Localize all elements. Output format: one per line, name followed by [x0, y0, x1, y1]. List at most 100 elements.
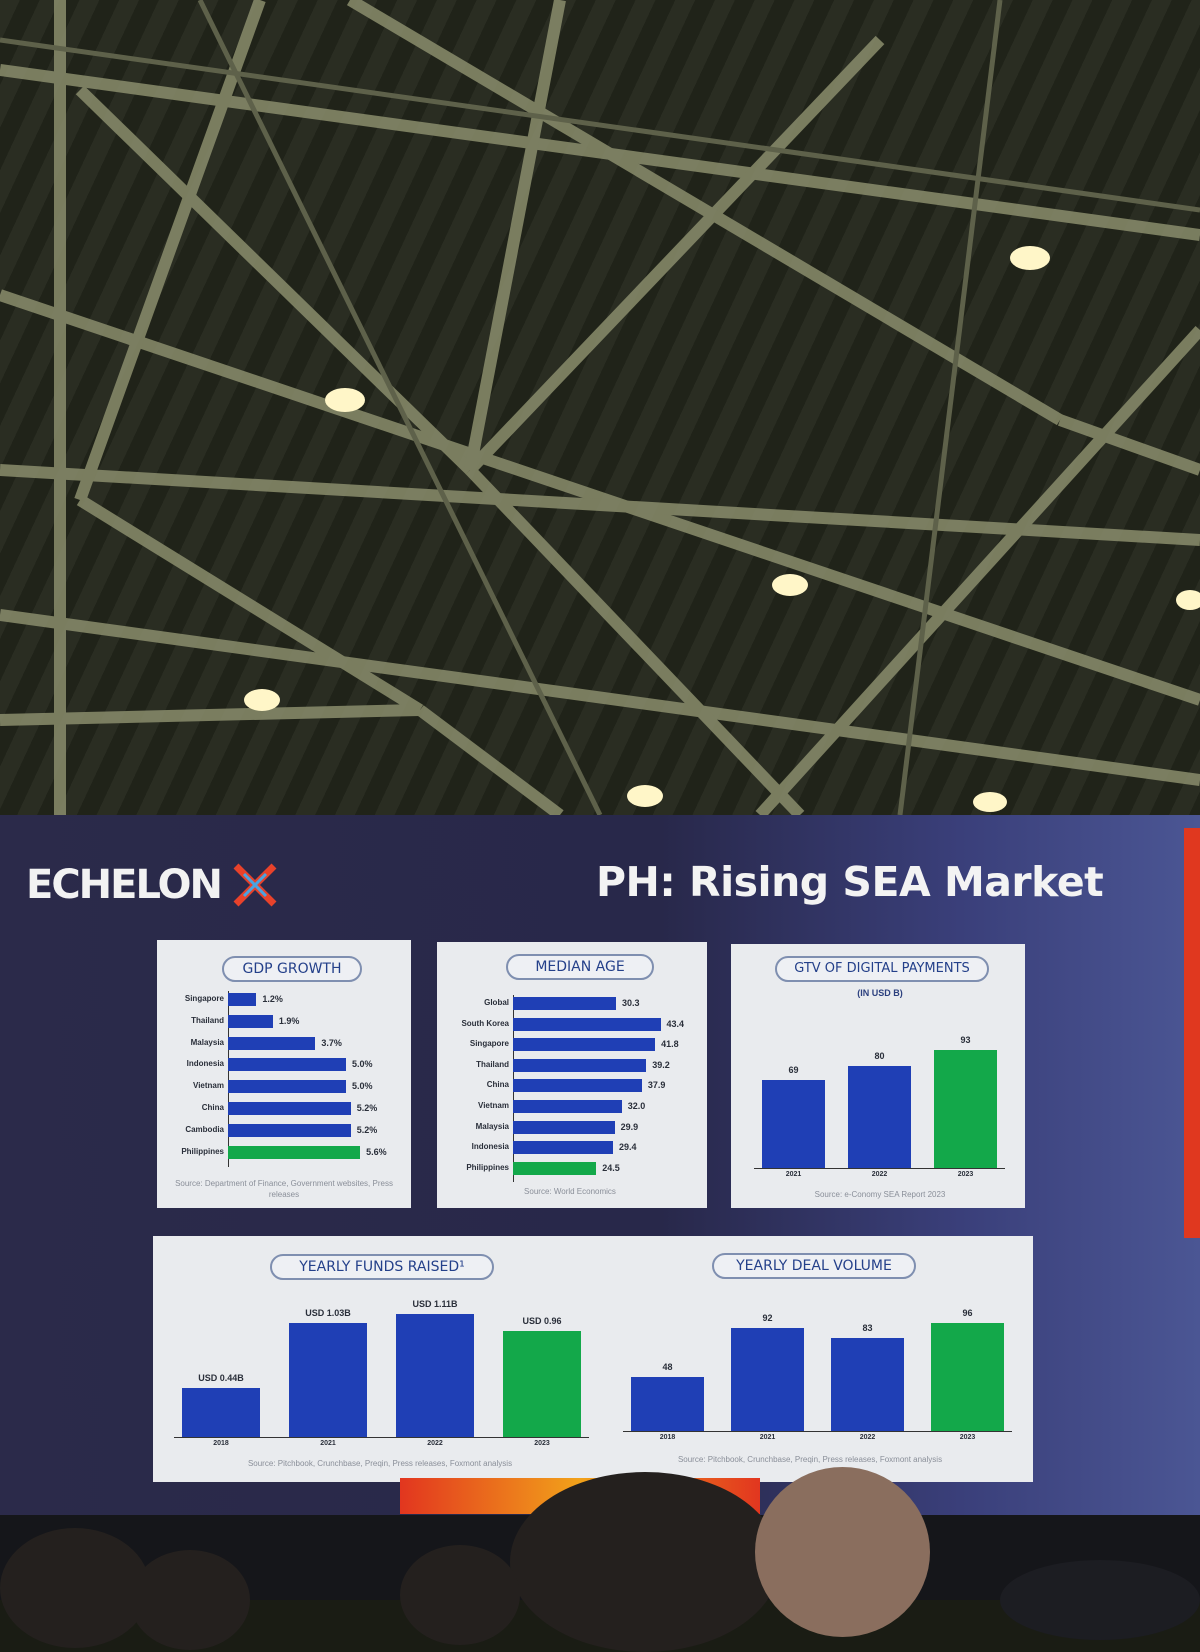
funds-raised-source: Source: Pitchbook, Crunchbase, Preqin, P…: [247, 1459, 513, 1468]
bar: [513, 1038, 656, 1052]
category-label: 2022: [871, 1171, 888, 1178]
funds-raised-title: YEARLY FUNDS RAISED¹: [270, 1254, 494, 1280]
audience-head: [0, 1528, 150, 1648]
category-label: 2021: [759, 1434, 776, 1441]
bar: [396, 1314, 474, 1437]
bar: [228, 1123, 351, 1137]
value-label: 1.2%: [262, 994, 283, 1004]
value-label: 39.2: [652, 1059, 670, 1070]
category-label: 2023: [959, 1434, 976, 1441]
bar: [182, 1388, 260, 1437]
ceiling-background: [0, 0, 1200, 815]
value-label: USD 1.03B: [305, 1307, 351, 1318]
category-label: South Korea: [461, 1018, 509, 1028]
category-label: 2018: [659, 1434, 676, 1441]
digital-payments-title: GTV OF DIGITAL PAYMENTS: [775, 956, 989, 982]
value-label: 93: [960, 1035, 971, 1045]
bar: [513, 1100, 622, 1113]
bar: [289, 1322, 367, 1437]
bar: [513, 1161, 597, 1175]
gdp-growth-source: Source: Department of Finance, Governmen…: [175, 1179, 393, 1199]
bar: [503, 1330, 581, 1437]
bar: [228, 993, 257, 1006]
value-label: 83: [862, 1322, 873, 1333]
value-label: 5.2%: [356, 1124, 378, 1135]
bar: [228, 1058, 346, 1072]
bar: [513, 1079, 642, 1093]
category-label: 2018: [213, 1440, 229, 1447]
category-label: Vietnam: [193, 1081, 224, 1091]
slide-title: PH: Rising SEA Market: [596, 858, 1104, 906]
category-label: Vietnam: [478, 1101, 509, 1110]
category-label: Thailand: [191, 1015, 224, 1025]
category-label: China: [486, 1080, 509, 1090]
value-label: 30.3: [622, 998, 640, 1008]
screen-edge-accent: [1184, 828, 1200, 1238]
chart-axis: [174, 1437, 589, 1438]
value-label: 43.4: [666, 1018, 685, 1029]
value-label: 48: [662, 1362, 673, 1372]
category-label: 2022: [859, 1434, 876, 1441]
echelon-x-icon: [233, 863, 277, 907]
median-age-title: MEDIAN AGE: [506, 954, 654, 980]
category-label: Singapore: [184, 994, 224, 1003]
category-label: 2022: [427, 1440, 443, 1447]
bar: [848, 1066, 911, 1168]
value-label: 5.6%: [366, 1146, 387, 1157]
category-label: China: [201, 1103, 224, 1112]
value-label: 32.0: [627, 1101, 646, 1111]
chart-axis: [623, 1431, 1012, 1432]
value-label: 69: [788, 1065, 799, 1076]
value-label: 41.8: [661, 1039, 679, 1050]
bar: [228, 1080, 346, 1094]
bar: [513, 1017, 661, 1031]
value-label: USD 0.44B: [198, 1373, 244, 1384]
category-label: Thailand: [476, 1059, 509, 1069]
value-label: 5.0%: [352, 1059, 373, 1070]
value-label: 92: [762, 1312, 773, 1323]
bar: [513, 1120, 615, 1134]
category-label: Philippines: [181, 1146, 224, 1156]
category-label: Singapore: [469, 1039, 509, 1049]
median-age-source: Source: World Economics: [524, 1187, 616, 1196]
category-label: Cambodia: [185, 1124, 224, 1134]
bar: [228, 1102, 351, 1115]
bar: [762, 1080, 825, 1168]
digital-payments-subtitle: (IN USD B): [857, 988, 903, 998]
bar: [228, 1014, 273, 1028]
echelon-logo: ECHELON: [26, 862, 223, 908]
audience-head: [1000, 1560, 1200, 1640]
category-label: Global: [484, 998, 509, 1007]
bar: [934, 1050, 997, 1168]
category-label: 2021: [785, 1171, 802, 1178]
audience-head: [130, 1550, 250, 1650]
bar: [513, 1058, 647, 1072]
category-label: Malaysia: [475, 1121, 509, 1131]
bar: [228, 1145, 361, 1159]
value-label: 29.4: [618, 1142, 637, 1153]
value-label: 3.7%: [321, 1037, 342, 1048]
value-label: 5.2%: [356, 1103, 378, 1113]
value-label: 29.9: [620, 1121, 639, 1132]
bar: [831, 1337, 904, 1431]
chart-axis: [228, 991, 229, 1168]
gdp-growth-panel: [157, 940, 411, 1208]
category-label: 2023: [957, 1171, 974, 1178]
audience-head: [400, 1545, 520, 1645]
category-label: Philippines: [466, 1162, 509, 1172]
value-label: 24.5: [602, 1162, 620, 1173]
digital-payments-source: Source: e-Conomy SEA Report 2023: [814, 1190, 946, 1199]
bar: [931, 1323, 1004, 1431]
gdp-growth-title: GDP GROWTH: [222, 956, 362, 982]
bar: [513, 997, 617, 1010]
category-label: Indonesia: [186, 1059, 224, 1069]
bar: [731, 1327, 804, 1431]
value-label: USD 1.11B: [412, 1299, 458, 1309]
value-label: 80: [874, 1051, 885, 1062]
value-label: USD 0.96: [522, 1315, 562, 1326]
bar: [228, 1036, 316, 1050]
category-label: Indonesia: [471, 1142, 509, 1152]
value-label: 5.0%: [352, 1081, 373, 1092]
value-label: 96: [962, 1308, 973, 1318]
value-label: 1.9%: [278, 1015, 300, 1026]
